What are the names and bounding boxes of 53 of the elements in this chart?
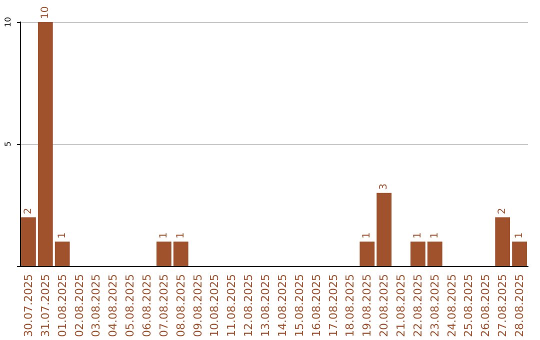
x-tick-label: 26.08.2025: [479, 274, 492, 338]
data-label: 2: [497, 208, 508, 214]
bar: [38, 22, 53, 266]
x-tick-label: 04.08.2025: [106, 274, 120, 338]
x-tick-label: 14.08.2025: [276, 274, 289, 338]
x-tick-label: 15.08.2025: [292, 274, 306, 338]
x-tick-label: 13.08.2025: [259, 274, 272, 338]
x-tick-label: 23.08.2025: [428, 274, 442, 338]
data-label: 10: [40, 6, 51, 19]
x-tick-label: 10.08.2025: [208, 274, 222, 338]
x-tick-label: 12.08.2025: [242, 274, 256, 338]
data-label: 1: [514, 232, 526, 239]
x-tick-label: 08.08.2025: [174, 274, 188, 338]
x-tick-label: 22.08.2025: [411, 274, 424, 338]
data-label: 1: [158, 232, 170, 239]
x-tick-label: 16.08.2025: [310, 274, 323, 338]
x-tick-label: 11.08.2025: [225, 274, 238, 338]
bar: [495, 217, 510, 266]
x-tick-label: 01.08.2025: [56, 274, 69, 338]
data-label: 1: [412, 232, 424, 239]
bar: [410, 242, 426, 266]
bar: [512, 242, 527, 266]
x-tick-label: 30.07.2025: [22, 274, 35, 338]
x-tick-label: 03.08.2025: [90, 274, 103, 338]
x-tick-label: 24.08.2025: [445, 274, 458, 338]
x-tick-label: 20.08.2025: [378, 274, 391, 338]
x-tick-label: 17.08.2025: [326, 274, 340, 338]
y-tick-label: 5: [4, 141, 12, 147]
data-label: 3: [378, 183, 390, 190]
bar: [54, 242, 70, 266]
data-label: 1: [56, 232, 68, 239]
x-tick-label: 18.08.2025: [344, 274, 357, 338]
x-tick-label: 06.08.2025: [140, 274, 154, 338]
bar: [21, 217, 36, 266]
data-label: 1: [362, 232, 373, 239]
x-tick-label: 19.08.2025: [360, 274, 374, 338]
data-label: 1: [175, 232, 186, 239]
data-label: 1: [429, 232, 440, 239]
x-tick-label: 05.08.2025: [124, 274, 137, 338]
x-tick-label: 02.08.2025: [72, 274, 86, 338]
data-label: 2: [22, 208, 34, 214]
x-tick-label: 31.07.2025: [38, 274, 52, 338]
x-tick-label: 27.08.2025: [496, 274, 510, 338]
x-tick-label: 21.08.2025: [394, 274, 408, 338]
x-tick-label: 28.08.2025: [513, 274, 526, 338]
bar: [376, 192, 392, 266]
bar: [427, 242, 442, 266]
x-tick-label: 09.08.2025: [191, 274, 204, 338]
x-tick-label: 25.08.2025: [462, 274, 476, 338]
x-tick-label: 07.08.2025: [157, 274, 170, 338]
bar: [173, 242, 188, 266]
bar: [360, 242, 375, 266]
bar: [156, 242, 172, 266]
